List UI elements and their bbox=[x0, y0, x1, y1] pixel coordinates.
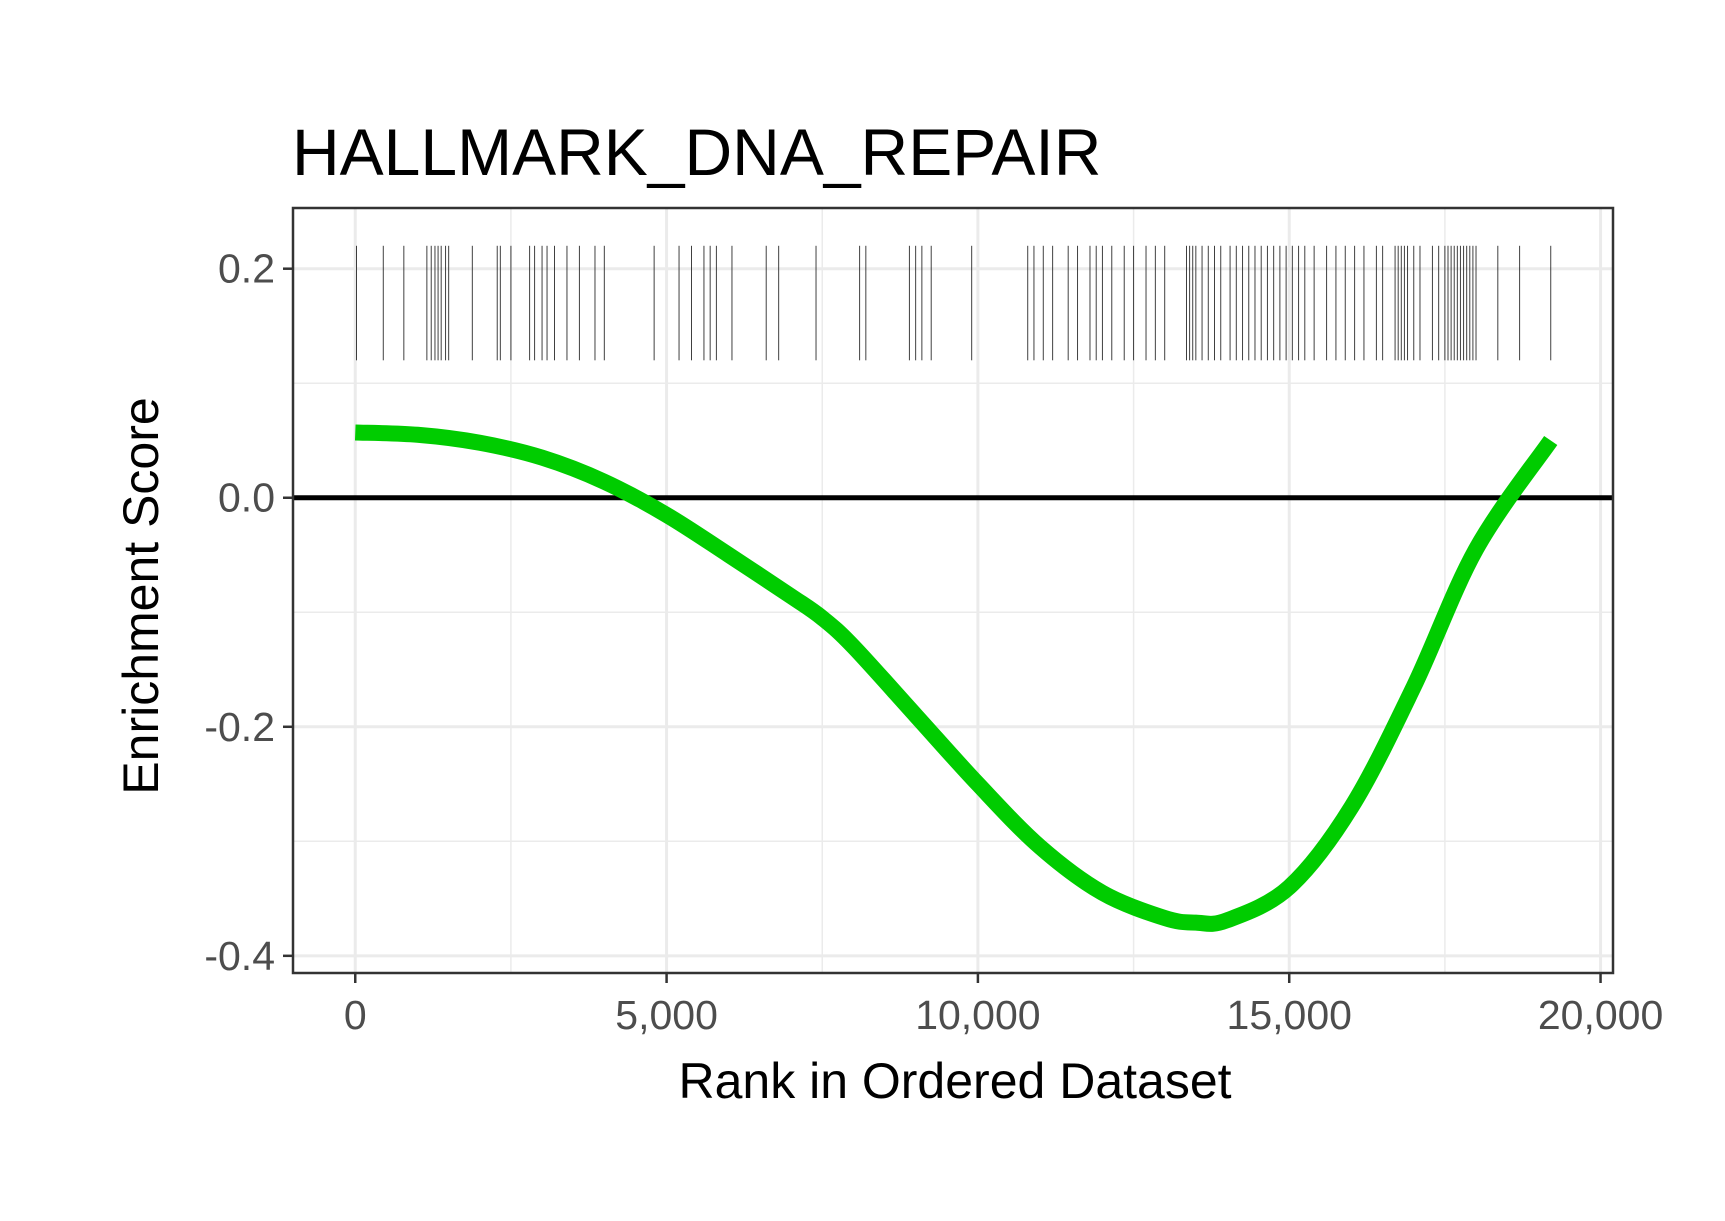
enrichment-score-curve bbox=[354, 424, 1558, 932]
x-tick-label: 15,000 bbox=[1227, 992, 1352, 1038]
x-tick-label: 10,000 bbox=[915, 992, 1040, 1038]
x-tick-label: 0 bbox=[344, 992, 367, 1038]
x-tick-label: 20,000 bbox=[1538, 992, 1663, 1038]
y-tick-label: -0.2 bbox=[204, 704, 275, 750]
x-tick-label: 5,000 bbox=[615, 992, 718, 1038]
x-axis-ticks: 0 5,000 10,000 15,000 20,000 bbox=[344, 973, 1663, 1038]
y-tick-label: 0.2 bbox=[218, 246, 275, 292]
gene-hit-marks bbox=[356, 245, 1552, 361]
chart-title: HALLMARK_DNA_REPAIR bbox=[292, 115, 1101, 189]
x-axis-label: Rank in Ordered Dataset bbox=[678, 1053, 1231, 1109]
panel-border bbox=[291, 206, 1615, 975]
y-tick-label: -0.4 bbox=[204, 933, 275, 979]
y-axis-ticks: -0.4 -0.2 0.0 0.2 bbox=[204, 246, 293, 979]
y-axis-label: Enrichment Score bbox=[113, 397, 169, 794]
y-tick-label: 0.0 bbox=[218, 475, 275, 521]
